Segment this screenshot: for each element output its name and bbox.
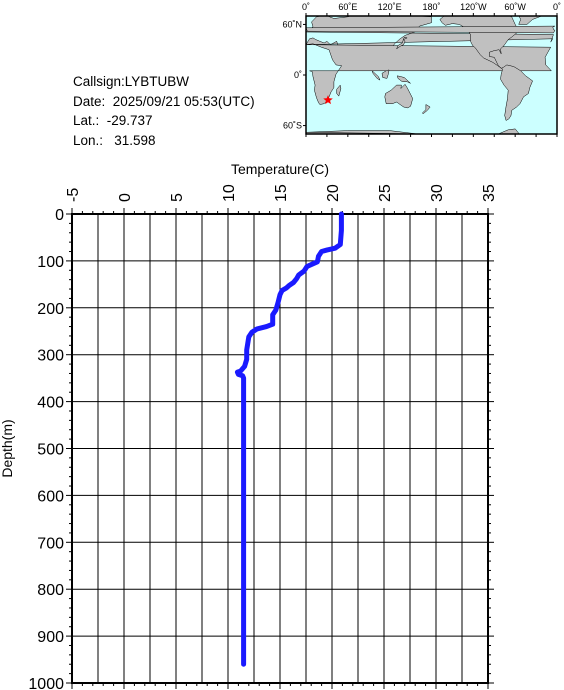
- americas-landmass: [439, 16, 533, 121]
- station-marker-icon: [323, 95, 333, 105]
- map-longitude-label: 0˚: [302, 2, 310, 12]
- callsign-text: Callsign:LYBTUBW: [73, 74, 190, 89]
- y-tick-label: 500: [37, 442, 64, 459]
- x-tick-label: 25: [377, 184, 394, 202]
- grid-lines: [71, 213, 489, 684]
- plot-frame: [71, 213, 489, 684]
- y-tick-label: 1000: [28, 676, 64, 690]
- madagascar-landmass: [336, 84, 342, 97]
- y-axis-title: Depth(m): [0, 419, 15, 477]
- map-longitude-label: 60˚W: [504, 2, 526, 12]
- y-tick-label: 900: [37, 629, 64, 646]
- land-group: [306, 16, 556, 134]
- borneo-landmass: [381, 69, 390, 79]
- x-tick-label: 20: [325, 184, 342, 202]
- longitude-text: Lon.: 31.598: [73, 132, 156, 148]
- y-tick-label: 100: [37, 254, 64, 271]
- x-tick-label: 0: [117, 193, 134, 202]
- x-tick-label: -5: [65, 188, 82, 202]
- world-map: 0˚ 60˚E 120˚E 180˚ 120˚W 60˚W 0˚60˚N0˚60˚S: [282, 2, 561, 137]
- x-tick-label: 5: [169, 193, 186, 202]
- map-longitude-label: 60˚E: [338, 2, 357, 12]
- x-tick-label: 30: [429, 184, 446, 202]
- japan-landmass: [396, 36, 408, 50]
- x-axis-title: Temperature(C): [231, 161, 329, 177]
- latitude-text: Lat.: -29.737: [73, 113, 153, 128]
- map-longitude-label: 180˚: [422, 2, 440, 12]
- date-text: Date: 2025/09/21 05:53(UTC): [73, 93, 255, 109]
- y-tick-label: 300: [37, 348, 64, 365]
- y-tick-label: 200: [37, 301, 64, 318]
- y-tick-label: 700: [37, 535, 64, 552]
- greenland-landmass: [518, 16, 542, 25]
- y-tick-label: 600: [37, 488, 64, 505]
- x-tick-label: 10: [221, 184, 238, 202]
- new-guinea-landmass: [396, 75, 411, 84]
- map-longitude-label: 120˚W: [460, 2, 487, 12]
- australia-landmass: [384, 83, 413, 109]
- british-isles-landmass: [306, 25, 556, 34]
- y-tick-label: 400: [37, 395, 64, 412]
- temperature-profile-line: [234, 211, 344, 667]
- map-latitude-label: 60˚S: [283, 121, 302, 131]
- y-tick-label: 800: [37, 582, 64, 599]
- y-tick-label: 0: [55, 207, 64, 224]
- station-info: Callsign:LYBTUBW Date: 2025/09/21 05:53(…: [73, 72, 255, 150]
- map-latitude-label: 60˚N: [282, 19, 302, 29]
- sumatra-landmass: [371, 70, 381, 81]
- map-latitude-label: 0˚: [294, 70, 302, 80]
- map-longitude-label: 0˚: [553, 2, 561, 12]
- x-tick-label: 35: [481, 184, 498, 202]
- new-zealand-landmass: [422, 104, 431, 115]
- x-tick-label: 15: [273, 184, 290, 202]
- map-longitude-label: 120˚E: [378, 2, 402, 12]
